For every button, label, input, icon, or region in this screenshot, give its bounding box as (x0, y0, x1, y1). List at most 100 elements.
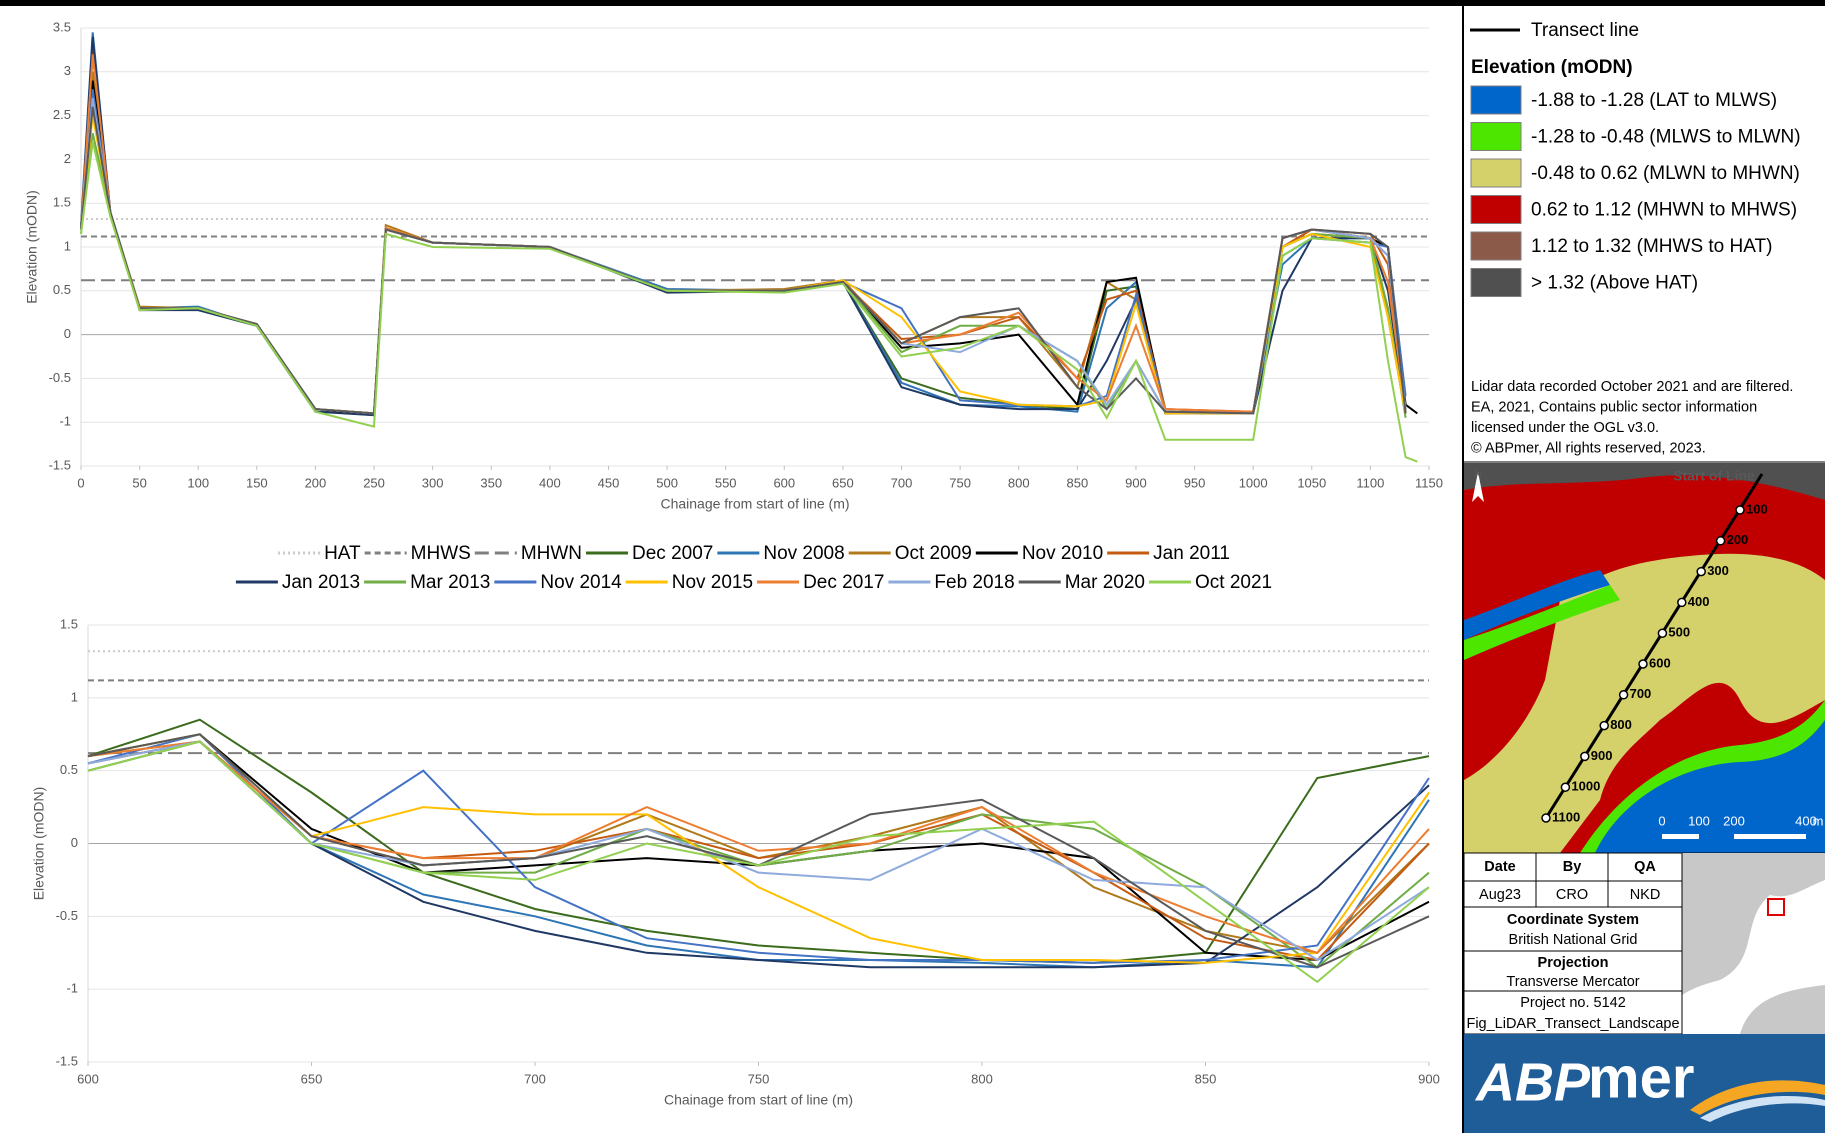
marker-dot (1600, 722, 1608, 730)
marker-label: 1000 (1571, 779, 1600, 794)
legend-label: Oct 2009 (895, 543, 972, 564)
x-tick-label: 1150 (1415, 475, 1443, 490)
class-swatch (1471, 86, 1521, 114)
marker-dot (1639, 660, 1647, 668)
marker-label: 900 (1591, 748, 1613, 763)
x-axis-title: Chainage from start of line (m) (664, 1092, 853, 1108)
y-tick-label: -1 (66, 981, 78, 996)
marker-dot (1581, 752, 1589, 760)
y-tick-label: -0.5 (56, 908, 78, 923)
marker-label: 300 (1707, 563, 1729, 578)
table-cell: CRO (1556, 887, 1588, 903)
class-swatch (1471, 196, 1521, 224)
marker-dot (1658, 629, 1666, 637)
legend-label: Nov 2008 (763, 543, 844, 564)
y-tick-label: 2 (64, 151, 71, 166)
marker-dot (1620, 691, 1628, 699)
y-axis-title: Elevation (mODN) (31, 787, 47, 901)
class-label: -0.48 to 0.62 (MLWN to MHWN) (1531, 163, 1800, 184)
y-tick-label: 3.5 (53, 19, 71, 34)
x-tick-label: 600 (77, 1071, 99, 1086)
x-tick-label: 800 (971, 1071, 993, 1086)
marker-dot (1717, 537, 1725, 545)
marker-label: 800 (1610, 717, 1632, 732)
marker-dot (1697, 568, 1705, 576)
class-label: 0.62 to 1.12 (MHWN to MHWS) (1531, 200, 1797, 221)
y-tick-label: 0 (64, 326, 71, 341)
x-tick-label: 850 (1195, 1071, 1217, 1086)
class-swatch (1471, 159, 1521, 187)
x-tick-label: 0 (77, 475, 84, 490)
y-tick-label: 0.5 (53, 282, 71, 297)
x-tick-label: 100 (187, 475, 209, 490)
x-tick-label: 1000 (1239, 475, 1268, 490)
legend-label: MHWS (411, 543, 471, 564)
table-cell: Project no. 5142 (1520, 995, 1626, 1011)
x-tick-label: 500 (656, 475, 678, 490)
note-line: EA, 2021, Contains public sector informa… (1471, 399, 1757, 415)
table-cell: Transverse Mercator (1506, 974, 1639, 990)
note-line: © ABPmer, All rights reserved, 2023. (1471, 440, 1706, 456)
marker-dot (1542, 814, 1550, 822)
x-tick-label: 650 (832, 475, 854, 490)
x-tick-label: 300 (422, 475, 444, 490)
legend-label: Nov 2015 (672, 572, 753, 593)
marker-label: 500 (1668, 625, 1690, 640)
class-label: -1.88 to -1.28 (LAT to MLWS) (1531, 90, 1777, 111)
y-tick-label: 0 (71, 835, 78, 850)
marker-label: 700 (1630, 686, 1652, 701)
table-cell: NKD (1630, 887, 1661, 903)
map: N Start of Line 100200300400500600700800… (1464, 463, 1825, 853)
scale-label: 0 (1658, 813, 1665, 828)
class-swatch (1471, 232, 1521, 260)
top-border (0, 0, 1825, 6)
class-swatch (1471, 123, 1521, 151)
x-tick-label: 850 (1066, 475, 1088, 490)
y-tick-label: 1.5 (60, 616, 78, 631)
legend-label: Nov 2014 (540, 572, 622, 593)
logo-mer: mer (1588, 1045, 1694, 1110)
x-tick-label: 450 (598, 475, 620, 490)
y-tick-label: 1.5 (53, 195, 71, 210)
legend-label: MHWN (521, 543, 582, 564)
y-tick-label: 1 (71, 689, 78, 704)
scale-bar-seg (1699, 834, 1734, 839)
y-tick-label: -1.5 (49, 457, 71, 472)
table-cell: Fig_LiDAR_Transect_Landscape (1466, 1016, 1679, 1032)
y-axis-title: Elevation (mODN) (24, 190, 40, 304)
legend-title: Elevation (mODN) (1471, 57, 1633, 78)
y-tick-label: -1.5 (56, 1053, 78, 1068)
y-tick-label: 2.5 (53, 107, 71, 122)
marker-label: 100 (1746, 501, 1768, 516)
x-tick-label: 400 (539, 475, 561, 490)
table-cell: Aug23 (1479, 887, 1521, 903)
scale-label: 200 (1723, 813, 1745, 828)
legend-label: Mar 2013 (410, 572, 490, 593)
legend-label: Mar 2020 (1065, 572, 1145, 593)
y-tick-label: 3 (64, 63, 71, 78)
table-header: Date (1484, 859, 1515, 875)
x-tick-label: 1100 (1356, 475, 1384, 490)
x-tick-label: 900 (1418, 1071, 1440, 1086)
y-tick-label: -0.5 (49, 370, 71, 385)
transect-label: Transect line (1531, 20, 1639, 41)
scale-label: 100 (1688, 813, 1710, 828)
x-tick-label: 750 (949, 475, 971, 490)
y-tick-label: -1 (59, 414, 71, 429)
x-tick-label: 700 (891, 475, 913, 490)
scale-label: m (1813, 813, 1824, 828)
x-tick-label: 350 (480, 475, 502, 490)
class-label: -1.28 to -0.48 (MLWS to MLWN) (1531, 127, 1801, 148)
x-tick-label: 200 (305, 475, 327, 490)
table-cell: Coordinate System (1507, 912, 1639, 928)
north-label: N (1474, 470, 1481, 481)
class-label: 1.12 to 1.32 (MHWS to HAT) (1531, 236, 1772, 257)
marker-dot (1736, 506, 1744, 514)
x-tick-label: 550 (715, 475, 737, 490)
marker-label: 200 (1727, 532, 1749, 547)
legend-label: Jan 2011 (1153, 543, 1230, 564)
legend-label: Feb 2018 (934, 572, 1014, 593)
legend-label: Jan 2013 (282, 572, 360, 593)
legend-label: Nov 2010 (1022, 543, 1103, 564)
marker-label: 1100 (1552, 809, 1580, 824)
